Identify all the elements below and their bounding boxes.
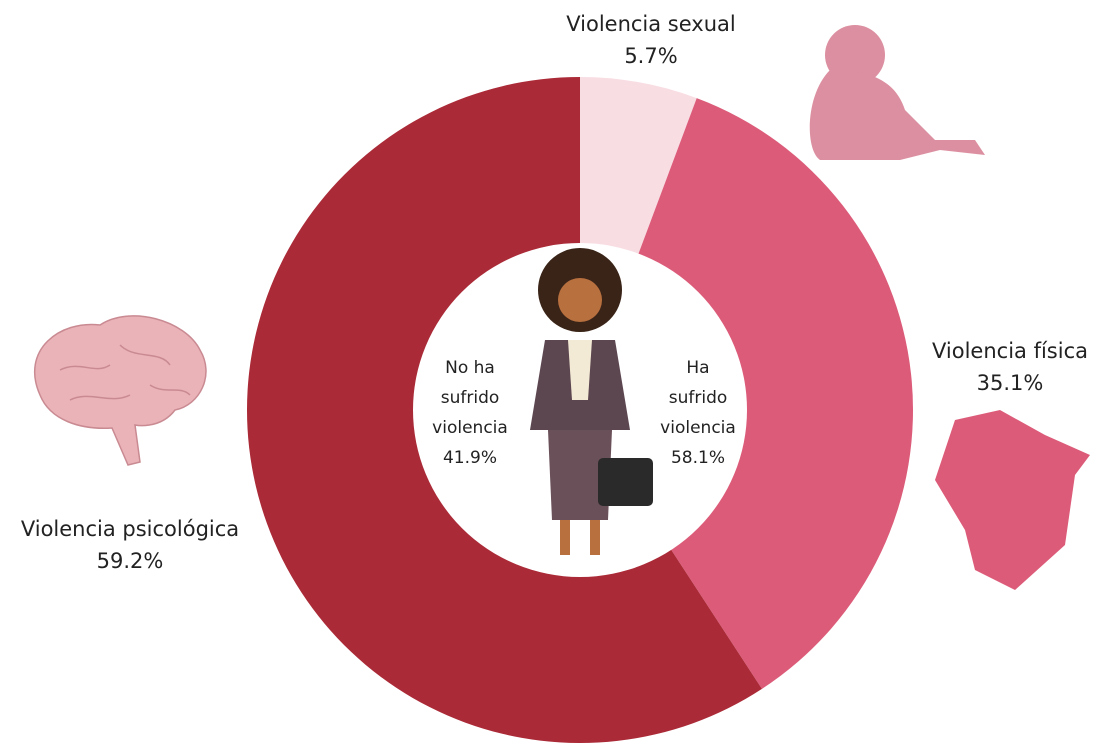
sitting-figure-icon bbox=[809, 25, 985, 160]
center-label: violencia bbox=[432, 418, 508, 438]
center-value-label: 41.9% bbox=[443, 448, 497, 468]
center-label: sufrido bbox=[669, 388, 728, 408]
donut-segment bbox=[580, 98, 914, 689]
center-value-label: 58.1% bbox=[671, 448, 725, 468]
segment-label: Violencia sexual bbox=[566, 12, 736, 36]
center-label: violencia bbox=[660, 418, 736, 438]
segment-value-label: 59.2% bbox=[97, 549, 164, 573]
brain-icon bbox=[33, 315, 207, 466]
segment-label: Violencia física bbox=[932, 339, 1088, 363]
center-label: No ha bbox=[445, 358, 495, 378]
center-label: sufrido bbox=[441, 388, 500, 408]
center-label: Ha bbox=[686, 358, 709, 378]
segment-value-label: 35.1% bbox=[977, 371, 1044, 395]
woman-figure bbox=[530, 248, 653, 555]
fist-icon bbox=[935, 410, 1090, 590]
segment-value-label: 5.7% bbox=[624, 44, 677, 68]
segment-label: Violencia psicológica bbox=[21, 517, 239, 541]
